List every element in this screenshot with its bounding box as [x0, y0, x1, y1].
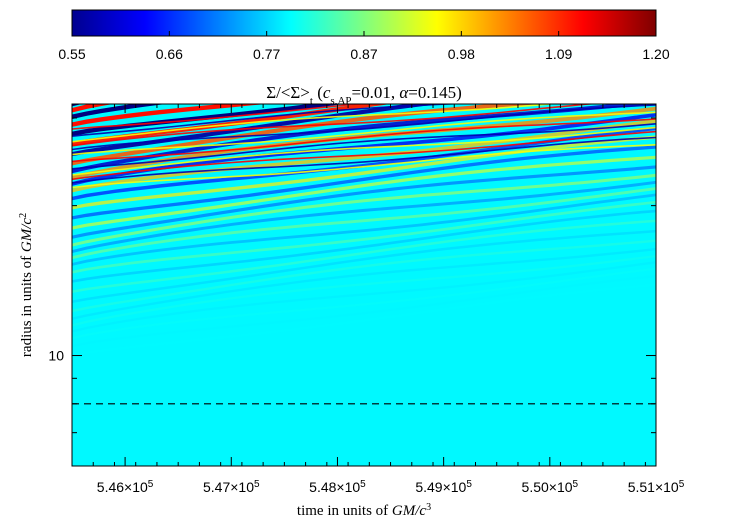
- wave-stripe: [72, 135, 656, 210]
- colorbar-tick-label: 1.09: [545, 46, 572, 62]
- y-axis-label: radius in units of GM/c2: [18, 213, 36, 357]
- wave-stripe: [72, 119, 656, 193]
- wave-stripe: [72, 274, 656, 348]
- wave-stripe-strong: [72, 130, 656, 181]
- colorbar-tick-label: 0.98: [448, 46, 475, 62]
- wave-stripe: [72, 155, 656, 230]
- wave-stripe: [72, 254, 656, 327]
- wave-stripe: [72, 165, 656, 239]
- colorbar-tick-label: 1.20: [642, 46, 669, 62]
- wave-stripe-strong: [72, 104, 598, 147]
- wave-stripe-strong: [72, 111, 656, 156]
- y-tick-label: 10: [48, 348, 64, 364]
- x-tick-label: 5.51×105: [628, 479, 685, 496]
- wave-stripes: [72, 0, 656, 357]
- wave-stripe: [72, 209, 656, 283]
- x-tick-label: 5.48×105: [309, 479, 366, 496]
- colorbar-tick-label: 0.77: [253, 46, 280, 62]
- wave-stripe-strong: [72, 104, 465, 137]
- wave-stripe: [72, 239, 656, 313]
- x-axis-ticks: [71, 104, 657, 466]
- x-axis-label: time in units of GM/c3: [297, 502, 431, 520]
- y-axis-tick-labels: 10: [48, 348, 64, 364]
- wave-stripe: [72, 104, 267, 127]
- wave-stripe-strong: [72, 104, 367, 130]
- wave-stripe-strong: [72, 118, 656, 163]
- wave-stripe: [72, 267, 656, 340]
- wave-stripe: [72, 219, 656, 293]
- colorbar-tick-label: 0.87: [350, 46, 377, 62]
- heatmap-area: [72, 0, 656, 466]
- wave-stripe: [72, 261, 656, 333]
- y-axis-ticks: [72, 117, 656, 434]
- wave-stripe: [72, 180, 656, 254]
- wave-stripe: [72, 0, 656, 7]
- wave-stripe: [72, 173, 656, 247]
- wave-stripe: [72, 247, 656, 320]
- x-tick-label: 5.50×105: [522, 479, 579, 496]
- colorbar-tick-labels: 0.55 0.66 0.77 0.87 0.98 1.09 1.20: [58, 46, 669, 62]
- x-tick-label: 5.47×105: [203, 479, 260, 496]
- x-tick-label: 5.46×105: [97, 479, 154, 496]
- wave-stripe: [72, 229, 656, 304]
- plot-frame: [71, 103, 657, 467]
- x-axis-tick-labels: 5.46×105 5.47×105 5.48×105 5.49×105 5.50×105…: [97, 479, 685, 496]
- chart-title: Σ/<Σ>t (cs,AP=0.01, α=0.145): [266, 83, 462, 107]
- wave-stripe-strong: [72, 104, 559, 143]
- wave-stripe: [72, 145, 656, 220]
- wave-stripe: [72, 200, 656, 274]
- wave-stripe: [72, 193, 656, 266]
- wave-stripe-strong: [72, 104, 656, 151]
- colorbar-ticks: [71, 31, 657, 36]
- wave-stripe: [72, 283, 656, 357]
- colorbar-tick-label: 0.55: [58, 46, 85, 62]
- wave-stripe: [72, 112, 656, 186]
- colorbar-tick-label: 0.66: [156, 46, 183, 62]
- x-tick-label: 5.49×105: [415, 479, 472, 496]
- wave-stripe: [72, 187, 656, 260]
- wave-stripe-strong: [72, 126, 656, 176]
- wave-stripe-strong: [72, 144, 656, 189]
- colorbar: 0.55 0.66 0.77 0.87 0.98 1.09 1.20: [58, 9, 670, 62]
- wave-stripe-strong: [72, 136, 656, 184]
- wave-stripe-strong: [72, 123, 656, 170]
